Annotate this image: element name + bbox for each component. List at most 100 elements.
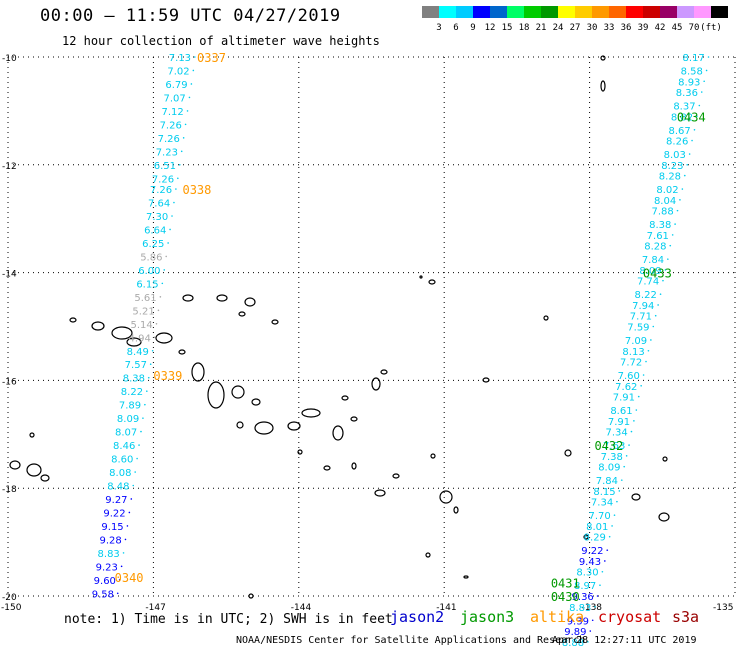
island-outline <box>662 456 668 462</box>
island-outline <box>600 55 606 61</box>
track-point <box>693 128 696 131</box>
track-point <box>142 417 144 419</box>
latitude-label: -10 <box>2 54 17 64</box>
track-point <box>151 349 154 352</box>
color-scale-label: 30 <box>586 23 598 33</box>
wave-height-value: 7.61 <box>647 231 669 242</box>
pass-time-label: 0432 <box>594 439 623 453</box>
satellite-tracks: 7.137.026.797.077.127.267.267.236.517.26… <box>92 51 710 649</box>
track-point <box>144 403 146 406</box>
wave-height-value: 8.29 <box>584 533 606 544</box>
track-point <box>671 234 674 236</box>
track-point <box>698 104 701 107</box>
track-point <box>122 552 125 554</box>
island-outline <box>482 377 490 383</box>
wave-height-value: 7.84 <box>642 255 664 266</box>
wave-height-value: 4.94 <box>129 333 151 344</box>
wave-height-value: 8.28 <box>644 242 666 253</box>
wave-height-value: 5.61 <box>134 293 156 304</box>
track-point <box>696 115 698 118</box>
color-swatch <box>456 6 473 18</box>
island-outline <box>238 311 246 317</box>
color-scale-label: 6 <box>453 23 459 33</box>
wave-height-value: 9.15 <box>101 522 123 533</box>
island-outline <box>463 575 469 579</box>
wave-height-value: 7.63 <box>603 441 625 452</box>
track-point <box>130 498 133 500</box>
island-outline <box>392 473 400 479</box>
track-point <box>589 630 592 632</box>
wave-height-value: 7.26 <box>152 174 174 185</box>
color-swatch <box>490 6 507 18</box>
track-point <box>587 641 589 643</box>
wave-height-value: 7.88 <box>652 207 674 218</box>
track-point <box>149 363 152 366</box>
track-point <box>190 83 193 85</box>
wave-height-value: 7.89 <box>119 401 141 412</box>
pass-time-label: 0338 <box>182 183 211 197</box>
track-point <box>594 605 596 608</box>
island-outline <box>301 408 321 418</box>
color-swatch <box>660 6 677 18</box>
longitude-label: -144 <box>291 603 312 613</box>
island-outline <box>254 421 274 435</box>
color-scale-label: 15 <box>501 23 513 33</box>
track-point <box>124 538 127 541</box>
color-scale-label: 39 <box>637 23 649 33</box>
island-outline <box>287 421 301 431</box>
wave-height-value: 7.60 <box>618 371 640 382</box>
color-swatch <box>643 6 660 18</box>
track-point <box>128 511 131 514</box>
track-point <box>654 314 657 317</box>
legend-jason3: jason3 <box>460 608 515 626</box>
island-outline <box>155 332 173 344</box>
wave-height-value: 8.36 <box>676 88 698 99</box>
island-outline <box>216 294 228 302</box>
color-swatch <box>694 6 711 18</box>
island-outline <box>430 453 436 459</box>
color-swatch <box>541 6 558 18</box>
pass-time-label: 0339 <box>153 369 182 383</box>
longitude-label: -147 <box>145 603 165 613</box>
track-point <box>608 535 611 538</box>
wave-height-value: 7.91 <box>613 393 635 404</box>
chart-title: 00:00 – 11:59 UTC 04/27/2019 <box>40 6 341 26</box>
island-outline <box>631 493 641 501</box>
wave-height-value: 8.60 <box>111 455 133 466</box>
pass-time-label: 0340 <box>115 571 144 585</box>
island-outline <box>380 369 388 375</box>
wave-height-value: 7.59 <box>627 323 649 334</box>
latitude-label: -12 <box>2 162 17 172</box>
track-point <box>604 560 606 562</box>
wave-height-value: 7.84 <box>596 476 618 487</box>
track-point <box>175 188 177 190</box>
track-point <box>126 525 129 527</box>
track-point <box>161 282 164 285</box>
wave-height-value: 8.28 <box>659 172 681 183</box>
latitude-label: -14 <box>2 270 17 280</box>
track-point <box>664 269 667 271</box>
wave-height-value: 7.23 <box>156 147 178 158</box>
pass-time-label: 0433 <box>643 267 672 281</box>
color-swatch <box>439 6 456 18</box>
island-outline <box>126 337 142 347</box>
track-point <box>165 255 167 258</box>
wave-height-value: 8.46 <box>113 441 135 452</box>
track-point <box>645 360 647 363</box>
wave-height-value: 7.02 <box>167 66 189 77</box>
wave-height-value: 8.38 <box>123 374 145 385</box>
color-swatch <box>422 6 439 18</box>
island-outline <box>191 362 205 382</box>
island-outline <box>425 552 431 558</box>
island-outline <box>351 462 357 470</box>
island-outline <box>341 395 349 401</box>
wave-height-value: 7.71 <box>630 312 652 323</box>
track-point <box>633 420 635 422</box>
island-outline <box>236 421 244 429</box>
pass-time-label: 0337 <box>197 51 226 65</box>
track-point <box>184 123 187 126</box>
color-swatch <box>626 6 643 18</box>
wave-height-value: 8.26 <box>666 137 688 148</box>
wave-height-value: 9.39 <box>567 616 589 627</box>
